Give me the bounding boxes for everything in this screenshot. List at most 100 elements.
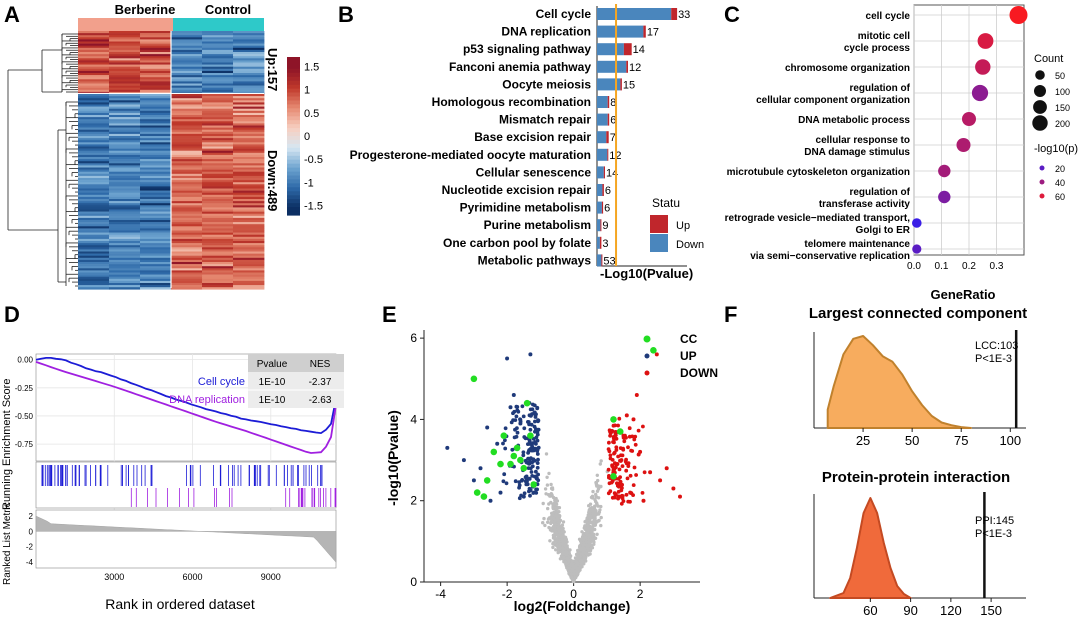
heatmap-cell <box>78 64 110 67</box>
heatmap-cell <box>171 117 203 120</box>
legend-color-step <box>287 84 300 90</box>
e-point-down <box>618 458 622 463</box>
e-point-ns <box>586 543 591 548</box>
e-point-down <box>617 416 622 421</box>
e-point-up <box>471 478 476 483</box>
heatmap-cell <box>78 94 110 97</box>
heatmap-cell <box>202 73 234 76</box>
heatmap-cell <box>202 62 234 65</box>
heatmap-cell <box>233 213 265 217</box>
heatmap-cell <box>78 215 110 219</box>
heatmap-cell <box>109 287 141 290</box>
heatmap-cell <box>233 58 265 61</box>
heatmap-cell <box>202 190 234 193</box>
heatmap-cell <box>140 163 172 166</box>
heatmap-cell <box>109 285 141 288</box>
legend-tick-label: 1 <box>304 85 310 97</box>
heatmap-cell <box>78 253 110 256</box>
legend-color-step <box>287 120 300 125</box>
heatmap-cell <box>233 96 265 99</box>
heatmap-cell <box>233 60 265 63</box>
heatmap-cell <box>233 241 265 244</box>
e-point-ns <box>593 498 597 502</box>
heatmap-cell <box>202 262 234 265</box>
e-point-down <box>633 442 638 447</box>
e-point-cc <box>483 477 491 484</box>
heatmap-cell <box>109 207 141 210</box>
heatmap-cell <box>171 228 203 231</box>
heatmap-cell <box>109 106 141 109</box>
heatmap-cell <box>233 136 265 139</box>
heatmap-cell <box>140 60 172 63</box>
e-point-up <box>527 477 532 481</box>
heatmap-cell <box>109 154 141 158</box>
heatmap-cell <box>109 215 141 219</box>
heatmap-cell <box>78 125 110 128</box>
heatmap-cell <box>202 278 234 282</box>
heatmap-cell <box>109 262 141 265</box>
heatmap-cell <box>140 220 172 223</box>
panel-e: E -4 -2 0 2 0 2 4 6 log2(Foldchange) -log10(Pva… <box>382 302 718 614</box>
heatmap-cell <box>140 159 172 162</box>
legend-color-step <box>287 104 300 109</box>
heatmap-cell <box>202 211 234 214</box>
e-point-cc <box>473 489 481 496</box>
e-point-ns <box>582 542 586 547</box>
heatmap-cell <box>202 121 234 124</box>
heatmap-cell <box>109 274 141 277</box>
heatmap-cell <box>233 125 265 128</box>
heatmap-cell <box>109 79 141 82</box>
heatmap-cell <box>109 117 141 120</box>
e-point-ns <box>554 539 559 543</box>
e-point-down <box>608 489 613 494</box>
heatmap-cell <box>171 266 203 269</box>
heatmap-cell <box>171 213 203 217</box>
legend-color-step <box>287 203 300 208</box>
heatmap-cell <box>233 182 265 185</box>
heatmap-cell <box>109 236 141 240</box>
heatmap-cell <box>171 64 203 67</box>
b-count-label: 33 <box>678 9 690 21</box>
heatmap-cell <box>233 54 265 57</box>
heatmap-cell <box>233 41 265 44</box>
e-point-up <box>510 447 515 452</box>
e-point-down <box>614 462 619 467</box>
heatmap-cell <box>171 79 203 82</box>
e-point-down <box>616 454 620 459</box>
c-x-tick-label: 0.3 <box>990 261 1004 272</box>
c-term-label: cellular response to <box>816 135 910 146</box>
e-point-down <box>620 493 624 498</box>
heatmap-cell <box>233 287 265 290</box>
control-label: Control <box>205 2 251 17</box>
heatmap-cell <box>78 205 110 208</box>
c-size-legend-label: 150 <box>1055 103 1070 113</box>
heatmap-cell <box>78 85 110 88</box>
heatmap-cell <box>140 35 172 38</box>
heatmap-cell <box>78 207 110 210</box>
heatmap-cell <box>140 115 172 118</box>
heatmap-cell <box>171 165 203 168</box>
e-point-ns <box>542 516 546 521</box>
heatmap-cell <box>109 253 141 256</box>
heatmap-cell <box>140 127 172 130</box>
heatmap-cell <box>171 241 203 244</box>
heatmap-cell <box>233 234 265 238</box>
b-bar-up <box>607 96 610 108</box>
heatmap-cell <box>140 169 172 172</box>
d-es-curve <box>35 357 337 435</box>
heatmap-cell <box>109 255 141 259</box>
heatmap-cell <box>233 108 265 112</box>
e-point-cc <box>527 432 534 440</box>
heatmap-cell <box>78 133 110 137</box>
e-point-ns <box>591 512 596 516</box>
heatmap-cell <box>109 234 141 238</box>
e-point-up <box>535 405 540 410</box>
heatmap-cell <box>140 45 172 49</box>
berberine-group-bar <box>78 18 173 31</box>
b-bar-down <box>597 96 608 108</box>
heatmap-cell <box>171 163 203 166</box>
heatmap-cell <box>202 87 234 91</box>
heatmap-cell <box>78 119 110 122</box>
c-term-label: cell cycle <box>866 11 911 22</box>
heatmap-cell <box>202 54 234 57</box>
